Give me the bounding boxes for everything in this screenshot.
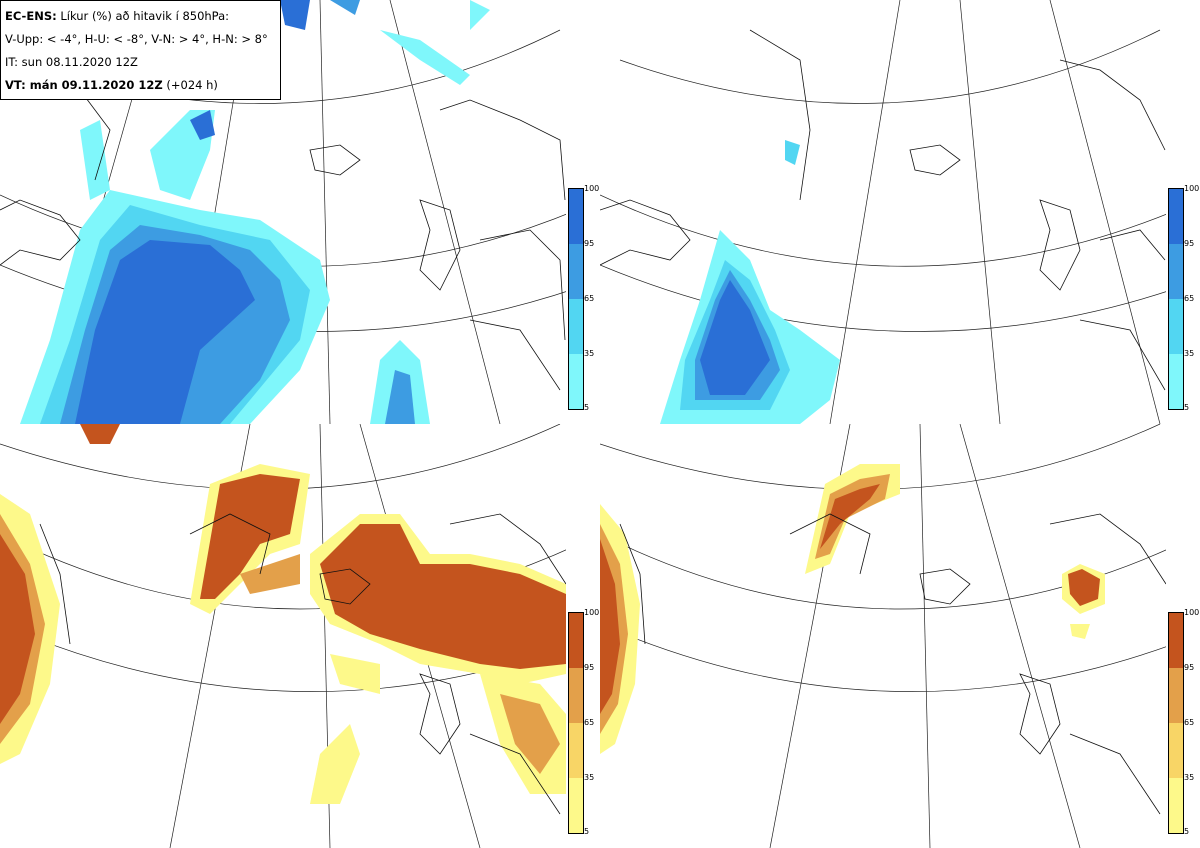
probability-field (0, 424, 566, 804)
colorbar-cold-top-left (568, 188, 584, 410)
colorbar-ticks: 100 95 65 35 5 (584, 608, 600, 836)
colorbar-ticks: 100 95 65 35 5 (1184, 184, 1200, 412)
coastlines (0, 89, 566, 391)
probability-field (20, 0, 490, 424)
legend-valid-time-line: VT: mán 09.11.2020 12Z (+024 h) (5, 78, 218, 92)
map-panel-bottom-right (600, 424, 1200, 848)
colorbar-ticks: 100 95 65 35 5 (584, 184, 600, 412)
coastlines (619, 513, 1167, 815)
coastlines (600, 29, 1166, 391)
coastlines (39, 513, 567, 815)
probability-field (660, 140, 840, 424)
colorbar-warm-bottom-left (568, 612, 584, 834)
legend-thresholds-line: V-Upp: < -4°, H-U: < -8°, V-N: > 4°, H-N… (5, 32, 268, 46)
probability-field (600, 464, 1105, 754)
colorbar-warm-bottom-right (1168, 612, 1184, 834)
legend-title-line: EC-ENS: Líkur (%) að hitavik í 850hPa: (5, 9, 230, 23)
map-panel-top-left: EC-ENS: Líkur (%) að hitavik í 850hPa: V… (0, 0, 600, 424)
legend-init-time-line: IT: sun 08.11.2020 12Z (5, 55, 138, 69)
map-panel-bottom-left (0, 424, 600, 848)
graticule (600, 0, 1200, 424)
colorbar-ticks: 100 95 65 35 5 (1184, 608, 1200, 836)
map-panel-top-right (600, 0, 1200, 424)
map-legend: EC-ENS: Líkur (%) að hitavik í 850hPa: V… (0, 0, 281, 100)
colorbar-cold-top-right (1168, 188, 1184, 410)
